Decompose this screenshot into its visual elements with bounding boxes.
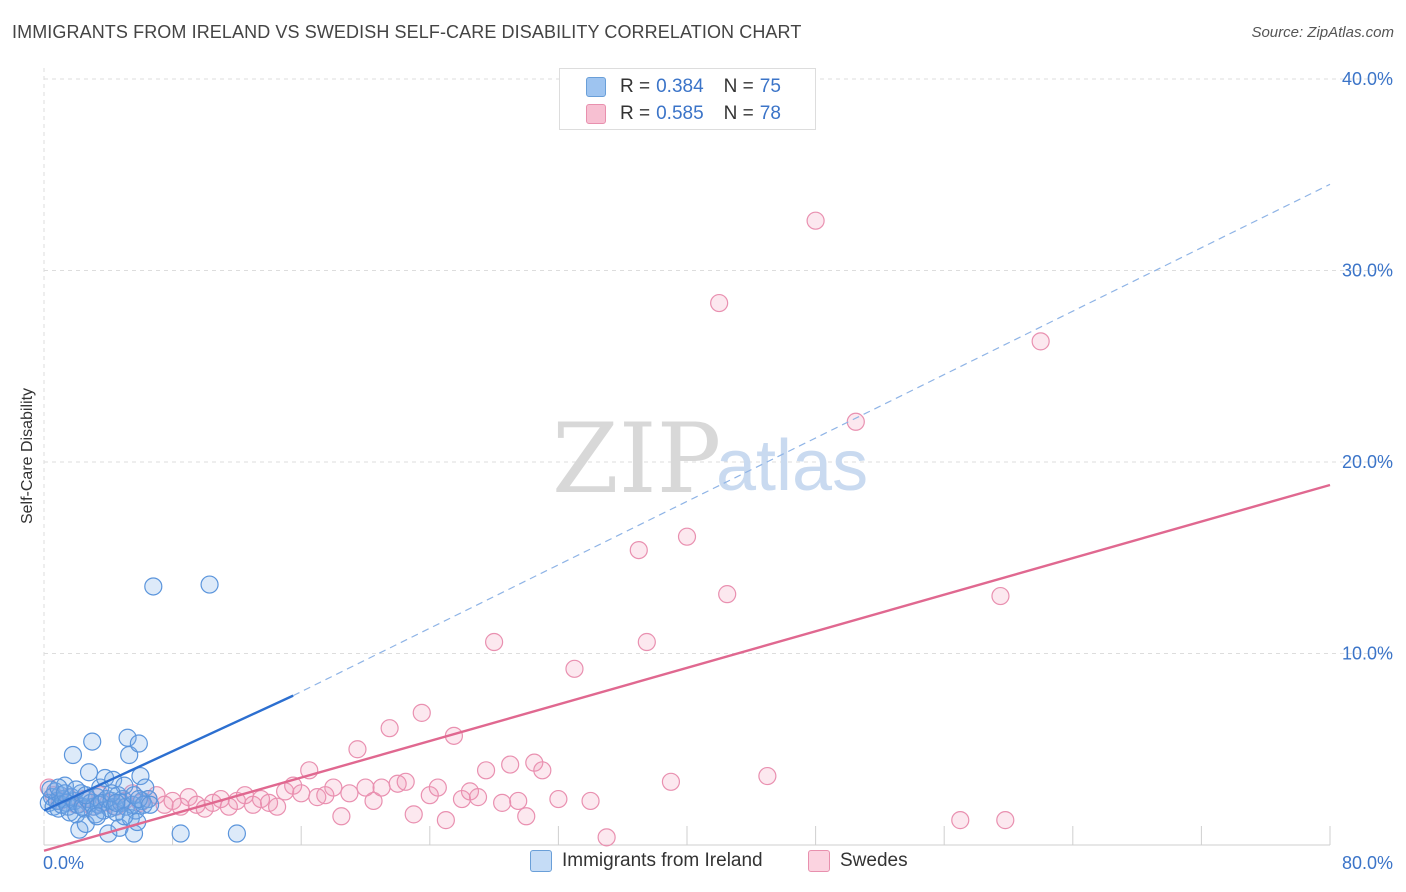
swedes-point [758, 766, 777, 786]
legend-row-ireland: R = 0.384 N = 75 [586, 74, 781, 100]
ireland-point [134, 795, 153, 814]
swedes-point [412, 703, 431, 722]
chart-title: IMMIGRANTS FROM IRELAND VS SWEDISH SELF-… [12, 22, 802, 42]
swedes-point [846, 412, 865, 431]
swedes-point [1031, 332, 1050, 351]
ireland-point [171, 824, 190, 843]
ireland-point [200, 575, 219, 594]
ireland-point [115, 807, 134, 826]
swedes-point [549, 789, 568, 809]
swedes-point [404, 805, 423, 824]
swedes-point [436, 811, 455, 830]
ireland-trend-line [43, 694, 294, 812]
swedes-point [533, 761, 552, 780]
swedes-point [493, 793, 512, 812]
swedes-point [428, 778, 447, 797]
legend-r-label: R = [620, 103, 651, 124]
swedes-point [372, 778, 391, 797]
swedes-point [364, 791, 383, 811]
swedes-point [501, 755, 520, 774]
swedes-point [597, 828, 616, 847]
legend-n-value: 75 [759, 76, 781, 97]
axis-ticks: 10.0% 20.0% 30.0% 40.0% 0.0% 80.0% [43, 69, 1393, 873]
series-swedes-points [39, 211, 1050, 847]
swedes-point [292, 784, 311, 803]
swedes-point [340, 784, 359, 803]
legend-n-label: N = [723, 103, 754, 124]
y-tick-label: 30.0% [1342, 261, 1393, 281]
legend-swatch-swedes [586, 104, 606, 124]
watermark-atlas: atlas [716, 426, 868, 506]
swedes-trend-line [43, 483, 1331, 852]
watermark: ZIP atlas [552, 403, 868, 515]
watermark-zip: ZIP [552, 403, 721, 515]
legend-label-swedes: Swedes [840, 850, 908, 871]
y-tick-label: 10.0% [1342, 644, 1393, 664]
swedes-point [517, 807, 536, 826]
swedes-point [267, 797, 287, 816]
swedes-point [677, 527, 697, 546]
legend-r-label: R = [620, 76, 651, 97]
ireland-point [140, 795, 160, 814]
source-attribution: Source: ZipAtlas.com [1251, 24, 1394, 41]
ireland-point [87, 807, 107, 826]
legend-item-ireland[interactable]: Immigrants from Ireland [530, 850, 763, 872]
y-tick-label: 40.0% [1342, 69, 1393, 89]
ireland-point [129, 734, 148, 753]
swedes-point [476, 761, 496, 780]
series-legend: Immigrants from Ireland Swedes [0, 850, 1406, 880]
legend-row-swedes: R = 0.585 N = 78 [586, 101, 781, 127]
swedes-point [637, 632, 656, 652]
trend-lines [43, 183, 1331, 852]
legend-n-value: 78 [759, 103, 781, 124]
legend-swatch-ireland [586, 77, 606, 97]
swedes-point [565, 659, 584, 678]
swedes-point [485, 632, 504, 652]
ireland-point [227, 824, 246, 843]
swedes-point [356, 778, 375, 797]
legend-swatch-swedes [808, 850, 830, 872]
ireland-point [129, 789, 148, 809]
swedes-point [468, 788, 488, 807]
swedes-point [396, 772, 415, 791]
ireland-point [144, 577, 163, 596]
swedes-point [806, 211, 825, 230]
legend-r-value: 0.585 [656, 103, 704, 124]
legend-label-ireland: Immigrants from Ireland [562, 850, 763, 871]
series-ireland-points [39, 575, 246, 843]
swedes-point [991, 586, 1010, 606]
ireland-point [83, 732, 102, 751]
swedes-point [380, 719, 399, 738]
ireland-point [102, 784, 121, 803]
x-tick-label: 0.0% [43, 853, 84, 873]
ireland-point [107, 793, 126, 812]
swedes-point [951, 811, 970, 830]
swedes-point [718, 585, 737, 604]
swedes-point [509, 791, 528, 811]
y-tick-label: 20.0% [1342, 452, 1393, 472]
swedes-point [996, 811, 1015, 830]
legend-n-label: N = [723, 76, 754, 97]
legend-r-value: 0.384 [656, 76, 704, 97]
ireland-point [79, 763, 99, 782]
ireland-point [131, 766, 150, 786]
swedes-point [348, 740, 367, 759]
swedes-point [661, 772, 681, 791]
swedes-point [581, 791, 600, 811]
legend-swatch-ireland [530, 850, 552, 872]
x-tick-label: 80.0% [1342, 853, 1393, 873]
ireland-point [63, 745, 83, 765]
ireland-trend-dashed [292, 183, 1331, 697]
swedes-point [629, 540, 648, 560]
legend-item-swedes[interactable]: Swedes [808, 850, 908, 872]
swedes-point [332, 807, 351, 826]
swedes-point [324, 778, 343, 797]
gridlines [43, 68, 1392, 846]
correlation-legend: R = 0.384 N = 75 R = 0.585 N = 78 [559, 68, 816, 130]
swedes-point [710, 293, 729, 313]
